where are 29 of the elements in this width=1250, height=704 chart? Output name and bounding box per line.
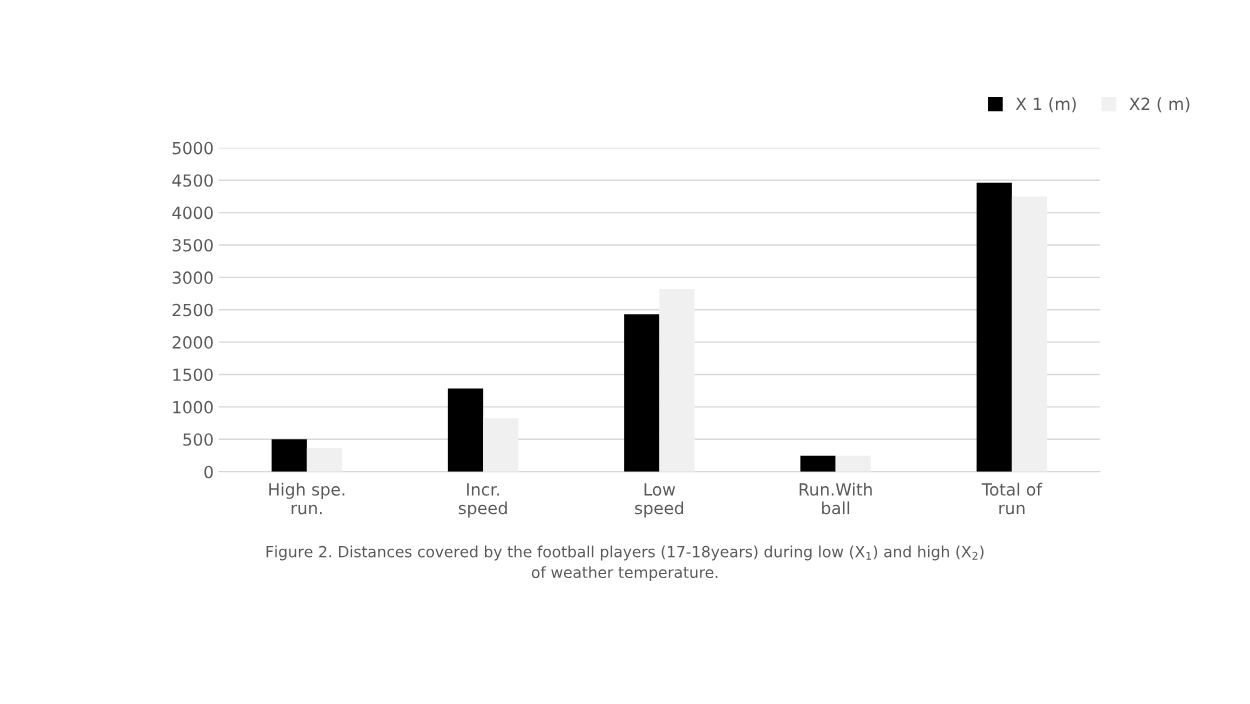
legend-label: X2 ( m) bbox=[1129, 97, 1190, 113]
legend-label: X 1 (m) bbox=[1015, 97, 1076, 113]
y-tick-label: 4500 bbox=[172, 174, 213, 187]
x-tick-label: Total of run bbox=[981, 482, 1043, 515]
x-tick-label: Low speed bbox=[635, 483, 684, 518]
bar bbox=[800, 455, 836, 472]
bar bbox=[447, 388, 484, 472]
y-tick-label: 2000 bbox=[172, 336, 213, 349]
bar bbox=[659, 289, 695, 472]
y-tick-label: 5000 bbox=[172, 141, 213, 155]
y-tick-label: 3500 bbox=[172, 238, 213, 252]
y-tick-label: 1500 bbox=[173, 368, 213, 382]
bar bbox=[1011, 196, 1048, 472]
y-tick-label: 3000 bbox=[172, 271, 213, 284]
y-tick-label: 0 bbox=[204, 465, 213, 479]
x-tick-label: Run.With ball bbox=[799, 482, 872, 515]
bar bbox=[835, 455, 871, 472]
y-tick-label: 4000 bbox=[172, 206, 213, 220]
y-tick-label: 2500 bbox=[172, 303, 213, 317]
bar bbox=[306, 448, 343, 472]
bar bbox=[483, 418, 519, 472]
bar bbox=[976, 182, 1012, 472]
bar bbox=[624, 314, 660, 472]
y-tick-label: 1000 bbox=[173, 400, 213, 414]
y-tick-label: 500 bbox=[183, 433, 213, 446]
bar bbox=[271, 439, 307, 472]
x-tick-label: Incr. speed bbox=[458, 483, 507, 518]
x-tick-label: High spe. run. bbox=[269, 482, 345, 515]
text: Figure 2. Distances covered by the football players (17-18years) during low (X$_{1}$) and high (X$_{2}$) of weather temperature. bbox=[266, 545, 984, 582]
